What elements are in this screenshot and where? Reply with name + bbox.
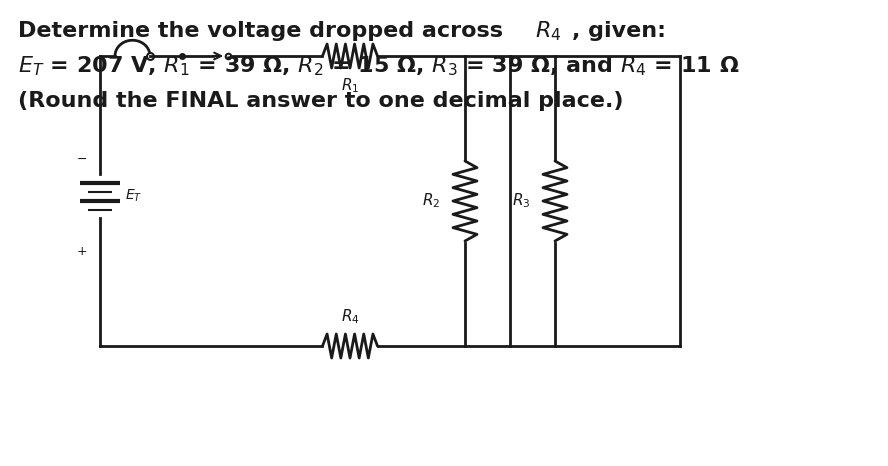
Text: $R_3$: $R_3$ [511,192,530,210]
Text: $R_2$: $R_2$ [422,192,440,210]
Text: $-$: $-$ [76,151,88,164]
Text: $E_T$ = 207 V, $R_1$ = 39 Ω, $R_2$ = 15 Ω, $R_3$ = 39 Ω, and $R_4$ = 11 Ω: $E_T$ = 207 V, $R_1$ = 39 Ω, $R_2$ = 15 … [18,54,740,78]
Text: $R_1$: $R_1$ [341,76,359,95]
Text: , given:: , given: [572,21,666,41]
Text: $+$: $+$ [76,245,88,258]
Text: $R_4$: $R_4$ [341,307,360,326]
Text: Determine the voltage dropped across: Determine the voltage dropped across [18,21,511,41]
Text: $R_4$: $R_4$ [535,19,561,43]
Text: (Round the FINAL answer to one decimal place.): (Round the FINAL answer to one decimal p… [18,91,623,111]
Text: $E_T$: $E_T$ [125,188,142,204]
